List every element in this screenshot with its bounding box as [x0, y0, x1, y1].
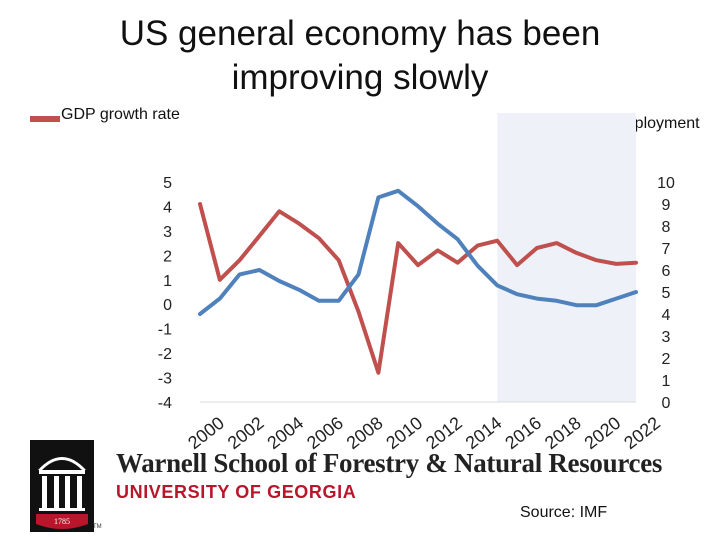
uga-arch-logo: 1785	[30, 440, 94, 532]
legend-gdp-label: GDP growth rate	[61, 106, 180, 123]
unemployment-point	[238, 272, 242, 276]
gdp-point	[416, 263, 420, 267]
unemployment-point	[396, 189, 400, 193]
gdp-point	[456, 261, 460, 265]
gdp-point	[575, 251, 579, 255]
arch-top-icon	[38, 457, 86, 470]
y-right-tick-label: 1	[662, 373, 671, 390]
gdp-point	[555, 241, 559, 245]
unemployment-point	[257, 268, 261, 272]
legend-gdp: GDP growth rate	[30, 106, 230, 130]
unemployment-point	[634, 290, 638, 294]
y-right-tick-label: 8	[662, 219, 671, 236]
unemployment-point	[376, 195, 380, 199]
gdp-point	[436, 248, 440, 252]
unemployment-point	[495, 283, 499, 287]
unemployment-point	[436, 222, 440, 226]
unemployment-point	[416, 204, 420, 208]
y-left-tick-label: 4	[163, 199, 172, 216]
y-right-tick-label: 10	[657, 175, 675, 192]
warnell-wordmark: Warnell School of Forestry & Natural Res…	[116, 448, 663, 478]
y-left-tick-label: 0	[163, 297, 172, 314]
y-right-tick-label: 3	[662, 329, 671, 346]
gdp-point	[277, 209, 281, 213]
y-left-tick-label: 1	[163, 273, 172, 290]
arch-pillar-icon	[65, 476, 70, 508]
unemployment-point	[357, 272, 361, 276]
gdp-point	[515, 263, 519, 267]
gdp-point	[475, 244, 479, 248]
y-left-tick-label: 2	[163, 248, 172, 265]
gdp-point	[238, 258, 242, 262]
y-right-tick-label: 9	[662, 197, 671, 214]
unemployment-point	[218, 297, 222, 301]
gdp-point	[376, 371, 380, 375]
unemployment-point	[198, 312, 202, 316]
unemployment-point	[614, 297, 618, 301]
arch-pillar-icon	[77, 476, 82, 508]
arch-pillar-icon	[42, 476, 47, 508]
unemployment-point	[515, 292, 519, 296]
legend-gdp-swatch	[30, 116, 60, 122]
gdp-point	[614, 262, 618, 266]
shaded-region	[497, 113, 636, 402]
gdp-point	[634, 261, 638, 265]
gdp-point	[594, 258, 598, 262]
arch-beam-icon	[39, 470, 85, 474]
unemployment-point	[337, 299, 341, 303]
gdp-point	[198, 202, 202, 206]
y-left-tick-label: -1	[158, 322, 172, 339]
title-line-2: improving slowly	[231, 58, 489, 97]
unemployment-point	[297, 288, 301, 292]
y-right-tick-label: 0	[662, 395, 671, 412]
gdp-point	[257, 234, 261, 238]
source-note: Source: IMF	[520, 504, 608, 521]
y-left-tick-label: -3	[158, 371, 172, 388]
title-line-1: US general economy has been	[119, 14, 601, 53]
gdp-point	[317, 236, 321, 240]
unemployment-point	[555, 299, 559, 303]
arch-base-icon	[39, 508, 85, 511]
y-right-tick-label: 2	[662, 351, 671, 368]
arch-year: 1785	[54, 517, 70, 526]
gdp-point	[357, 310, 361, 314]
unemployment-point	[317, 299, 321, 303]
gdp-point	[396, 241, 400, 245]
uga-wordmark: UNIVERSITY OF GEORGIA	[116, 482, 357, 502]
y-left-tick-label: 5	[163, 175, 172, 192]
arch-banner-icon	[36, 514, 88, 529]
y-right-tick-label: 7	[662, 241, 671, 258]
unemployment-point	[575, 303, 579, 307]
unemployment-point	[456, 237, 460, 241]
y-left-tick-label: -2	[158, 346, 172, 363]
y-right-tick-label: 4	[662, 307, 671, 324]
unemployment-point	[594, 303, 598, 307]
gdp-point	[297, 222, 301, 226]
y-left-tick-label: -4	[158, 395, 172, 412]
unemployment-point	[535, 297, 539, 301]
gdp-point	[218, 278, 222, 282]
unemployment-point	[277, 279, 281, 283]
unemployment-point	[475, 264, 479, 268]
trademark-mark: TM	[93, 524, 102, 530]
y-left-tick-label: 3	[163, 224, 172, 241]
page-title: US general economy has been improving sl…	[60, 12, 660, 100]
gdp-point	[337, 258, 341, 262]
y-right-tick-label: 5	[662, 285, 671, 302]
gdp-point	[535, 246, 539, 250]
y-right-tick-label: 6	[662, 263, 671, 280]
gdp-point	[495, 239, 499, 243]
arch-pillar-icon	[54, 476, 59, 508]
